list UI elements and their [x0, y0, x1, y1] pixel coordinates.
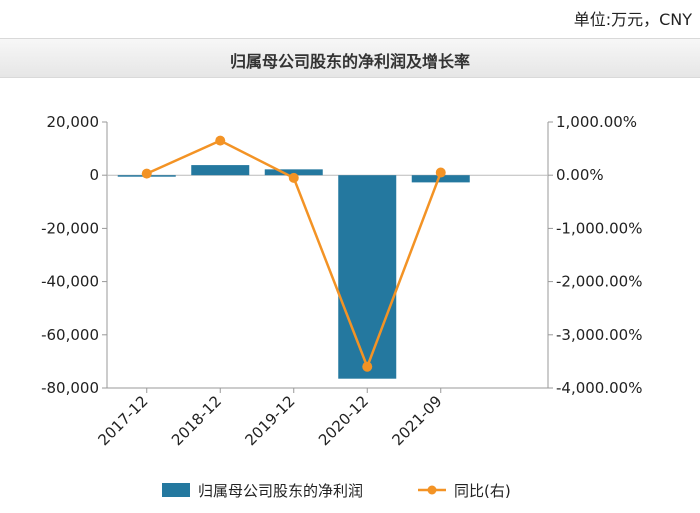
- right-tick-label: 0.00%: [556, 166, 604, 184]
- left-tick-label: -40,000: [41, 273, 99, 291]
- growth-point: [215, 135, 226, 146]
- right-tick-label: -4,000.00%: [556, 379, 642, 397]
- legend-bar-label: 归属母公司股东的净利润: [198, 482, 363, 500]
- growth-point: [141, 168, 152, 179]
- left-tick-label: 0: [89, 166, 99, 184]
- left-tick-label: -80,000: [41, 379, 99, 397]
- growth-point: [435, 167, 446, 178]
- right-tick-label: -1,000.00%: [556, 219, 642, 237]
- left-tick-label: -20,000: [41, 219, 99, 237]
- x-tick-label: 2018-12: [168, 392, 225, 449]
- bar: [264, 169, 323, 176]
- chart-title: 归属母公司股东的净利润及增长率: [229, 52, 470, 71]
- legend-line-marker: [427, 485, 437, 495]
- legend-line-label: 同比(右): [454, 482, 511, 500]
- x-tick-label: 2020-12: [315, 392, 372, 449]
- left-tick-label: -60,000: [41, 326, 99, 344]
- legend-bar-swatch: [162, 483, 190, 497]
- x-tick-label: 2017-12: [95, 392, 152, 449]
- right-tick-label: -2,000.00%: [556, 273, 642, 291]
- bar: [338, 175, 397, 379]
- left-tick-label: 20,000: [47, 113, 100, 131]
- bar: [411, 175, 470, 183]
- bar: [191, 165, 250, 176]
- unit-label: 单位:万元，CNY: [573, 10, 692, 29]
- x-tick-label: 2019-12: [242, 392, 299, 449]
- x-tick-label: 2021-09: [389, 392, 446, 449]
- chart-title-bar: 归属母公司股东的净利润及增长率: [0, 38, 700, 78]
- growth-point: [288, 172, 299, 183]
- growth-point: [362, 361, 373, 372]
- right-tick-label: 1,000.00%: [556, 113, 637, 131]
- right-tick-label: -3,000.00%: [556, 326, 642, 344]
